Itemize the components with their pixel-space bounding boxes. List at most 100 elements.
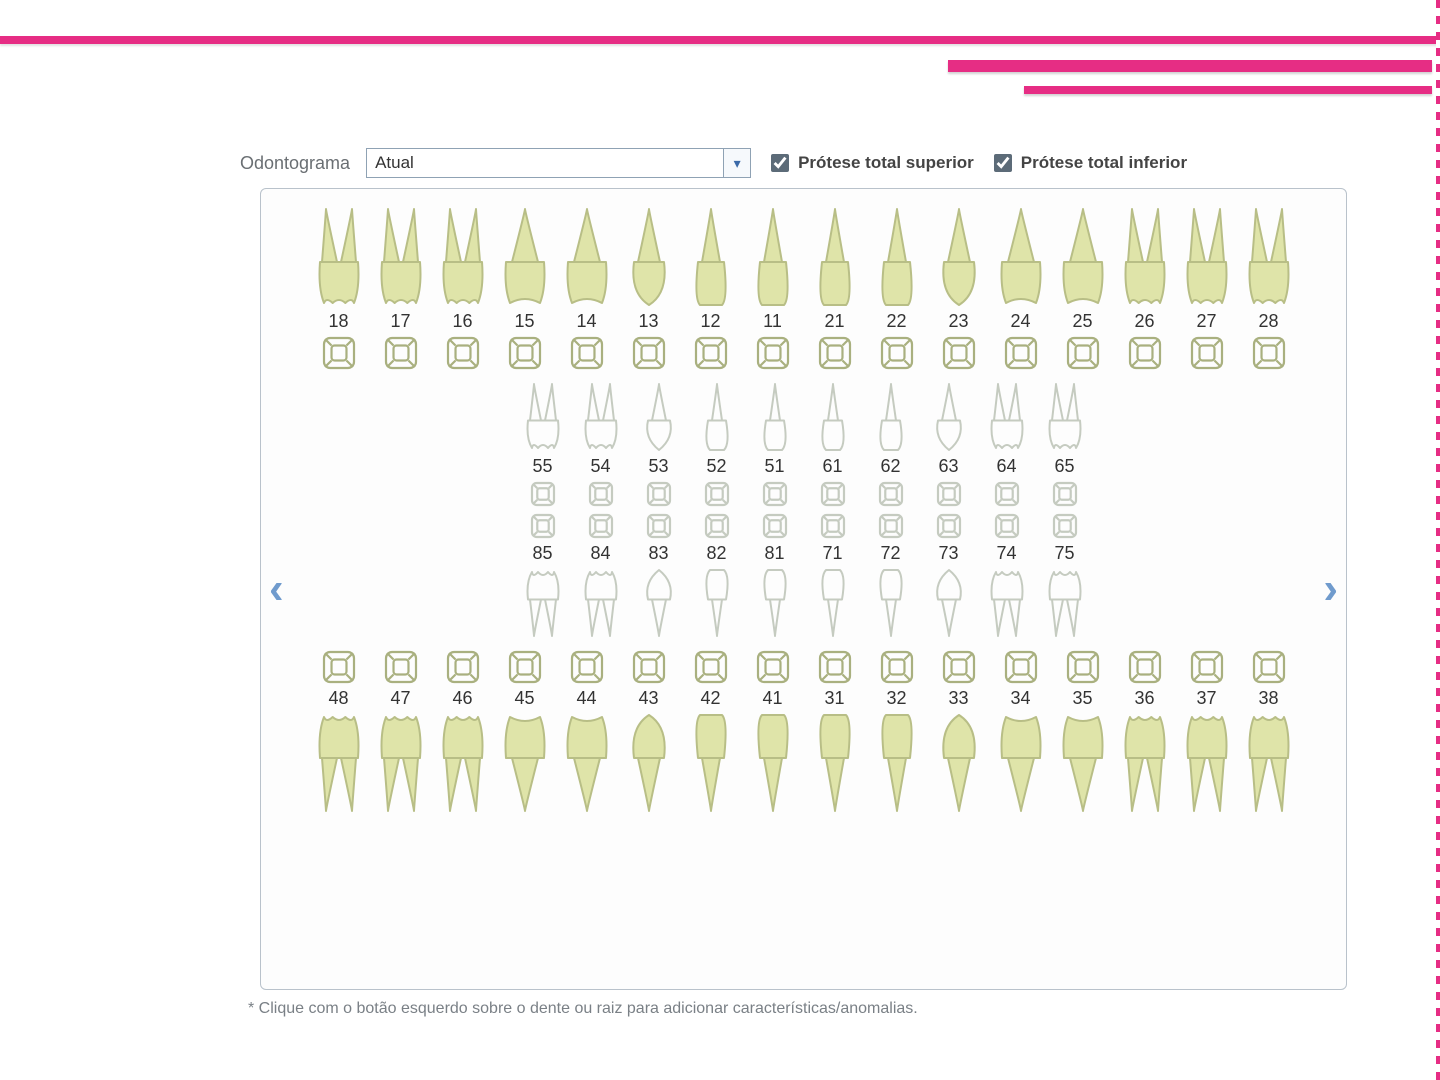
tooth-62[interactable]: 62 <box>871 382 911 507</box>
tooth-53[interactable]: 53 <box>639 382 679 507</box>
tooth-24[interactable]: 24 <box>999 207 1043 370</box>
tooth-55[interactable]: 55 <box>523 382 563 507</box>
tooth-75[interactable]: 75 <box>1045 513 1085 638</box>
tooth-11[interactable]: 11 <box>751 207 795 370</box>
tooth-surface-65[interactable] <box>1052 481 1078 507</box>
tooth-surface-42[interactable] <box>694 650 728 684</box>
tooth-14[interactable]: 14 <box>565 207 609 370</box>
tooth-glyph-62[interactable] <box>873 382 909 452</box>
tooth-surface-41[interactable] <box>756 650 790 684</box>
tooth-surface-73[interactable] <box>936 513 962 539</box>
tooth-surface-27[interactable] <box>1190 336 1224 370</box>
tooth-15[interactable]: 15 <box>503 207 547 370</box>
tooth-surface-38[interactable] <box>1252 650 1286 684</box>
tooth-glyph-63[interactable] <box>931 382 967 452</box>
tooth-surface-71[interactable] <box>820 513 846 539</box>
tooth-48[interactable]: 48 <box>317 650 361 813</box>
tooth-52[interactable]: 52 <box>697 382 737 507</box>
tooth-glyph-84[interactable] <box>583 568 619 638</box>
tooth-65[interactable]: 65 <box>1045 382 1085 507</box>
tooth-surface-28[interactable] <box>1252 336 1286 370</box>
tooth-surface-75[interactable] <box>1052 513 1078 539</box>
tooth-glyph-41[interactable] <box>751 713 795 813</box>
tooth-surface-72[interactable] <box>878 513 904 539</box>
tooth-glyph-83[interactable] <box>641 568 677 638</box>
tooth-glyph-24[interactable] <box>999 207 1043 307</box>
tooth-surface-22[interactable] <box>880 336 914 370</box>
tooth-43[interactable]: 43 <box>627 650 671 813</box>
tooth-surface-46[interactable] <box>446 650 480 684</box>
tooth-surface-24[interactable] <box>1004 336 1038 370</box>
tooth-34[interactable]: 34 <box>999 650 1043 813</box>
tooth-surface-31[interactable] <box>818 650 852 684</box>
tooth-glyph-71[interactable] <box>815 568 851 638</box>
tooth-glyph-33[interactable] <box>937 713 981 813</box>
tooth-32[interactable]: 32 <box>875 650 919 813</box>
tooth-47[interactable]: 47 <box>379 650 423 813</box>
tooth-13[interactable]: 13 <box>627 207 671 370</box>
tooth-71[interactable]: 71 <box>813 513 853 638</box>
tooth-glyph-12[interactable] <box>689 207 733 307</box>
tooth-glyph-52[interactable] <box>699 382 735 452</box>
tooth-surface-25[interactable] <box>1066 336 1100 370</box>
tooth-surface-48[interactable] <box>322 650 356 684</box>
tooth-surface-55[interactable] <box>530 481 556 507</box>
tooth-surface-81[interactable] <box>762 513 788 539</box>
tooth-23[interactable]: 23 <box>937 207 981 370</box>
tooth-glyph-23[interactable] <box>937 207 981 307</box>
tooth-glyph-15[interactable] <box>503 207 547 307</box>
prothesis-lower-checkbox[interactable] <box>994 154 1012 172</box>
odontogram-select[interactable]: ▾ <box>366 148 751 178</box>
tooth-surface-36[interactable] <box>1128 650 1162 684</box>
tooth-31[interactable]: 31 <box>813 650 857 813</box>
prev-arrow[interactable]: ‹ <box>269 564 284 614</box>
tooth-surface-11[interactable] <box>756 336 790 370</box>
tooth-glyph-81[interactable] <box>757 568 793 638</box>
odontogram-select-input[interactable] <box>367 151 723 175</box>
tooth-42[interactable]: 42 <box>689 650 733 813</box>
tooth-surface-13[interactable] <box>632 336 666 370</box>
tooth-surface-63[interactable] <box>936 481 962 507</box>
tooth-surface-43[interactable] <box>632 650 666 684</box>
tooth-45[interactable]: 45 <box>503 650 547 813</box>
tooth-surface-14[interactable] <box>570 336 604 370</box>
tooth-54[interactable]: 54 <box>581 382 621 507</box>
tooth-glyph-14[interactable] <box>565 207 609 307</box>
tooth-glyph-27[interactable] <box>1185 207 1229 307</box>
tooth-64[interactable]: 64 <box>987 382 1027 507</box>
tooth-glyph-46[interactable] <box>441 713 485 813</box>
tooth-22[interactable]: 22 <box>875 207 919 370</box>
tooth-surface-21[interactable] <box>818 336 852 370</box>
tooth-surface-23[interactable] <box>942 336 976 370</box>
tooth-72[interactable]: 72 <box>871 513 911 638</box>
tooth-glyph-85[interactable] <box>525 568 561 638</box>
tooth-surface-62[interactable] <box>878 481 904 507</box>
tooth-glyph-43[interactable] <box>627 713 671 813</box>
tooth-glyph-31[interactable] <box>813 713 857 813</box>
tooth-36[interactable]: 36 <box>1123 650 1167 813</box>
tooth-51[interactable]: 51 <box>755 382 795 507</box>
tooth-glyph-25[interactable] <box>1061 207 1105 307</box>
tooth-82[interactable]: 82 <box>697 513 737 638</box>
tooth-glyph-51[interactable] <box>757 382 793 452</box>
tooth-41[interactable]: 41 <box>751 650 795 813</box>
tooth-glyph-21[interactable] <box>813 207 857 307</box>
tooth-61[interactable]: 61 <box>813 382 853 507</box>
tooth-glyph-37[interactable] <box>1185 713 1229 813</box>
tooth-surface-37[interactable] <box>1190 650 1224 684</box>
tooth-81[interactable]: 81 <box>755 513 795 638</box>
tooth-glyph-48[interactable] <box>317 713 361 813</box>
tooth-glyph-54[interactable] <box>583 382 619 452</box>
tooth-surface-44[interactable] <box>570 650 604 684</box>
tooth-63[interactable]: 63 <box>929 382 969 507</box>
tooth-28[interactable]: 28 <box>1247 207 1291 370</box>
tooth-74[interactable]: 74 <box>987 513 1027 638</box>
tooth-glyph-65[interactable] <box>1047 382 1083 452</box>
tooth-glyph-22[interactable] <box>875 207 919 307</box>
tooth-surface-15[interactable] <box>508 336 542 370</box>
next-arrow[interactable]: › <box>1323 564 1338 614</box>
tooth-85[interactable]: 85 <box>523 513 563 638</box>
tooth-surface-18[interactable] <box>322 336 356 370</box>
tooth-27[interactable]: 27 <box>1185 207 1229 370</box>
tooth-surface-45[interactable] <box>508 650 542 684</box>
